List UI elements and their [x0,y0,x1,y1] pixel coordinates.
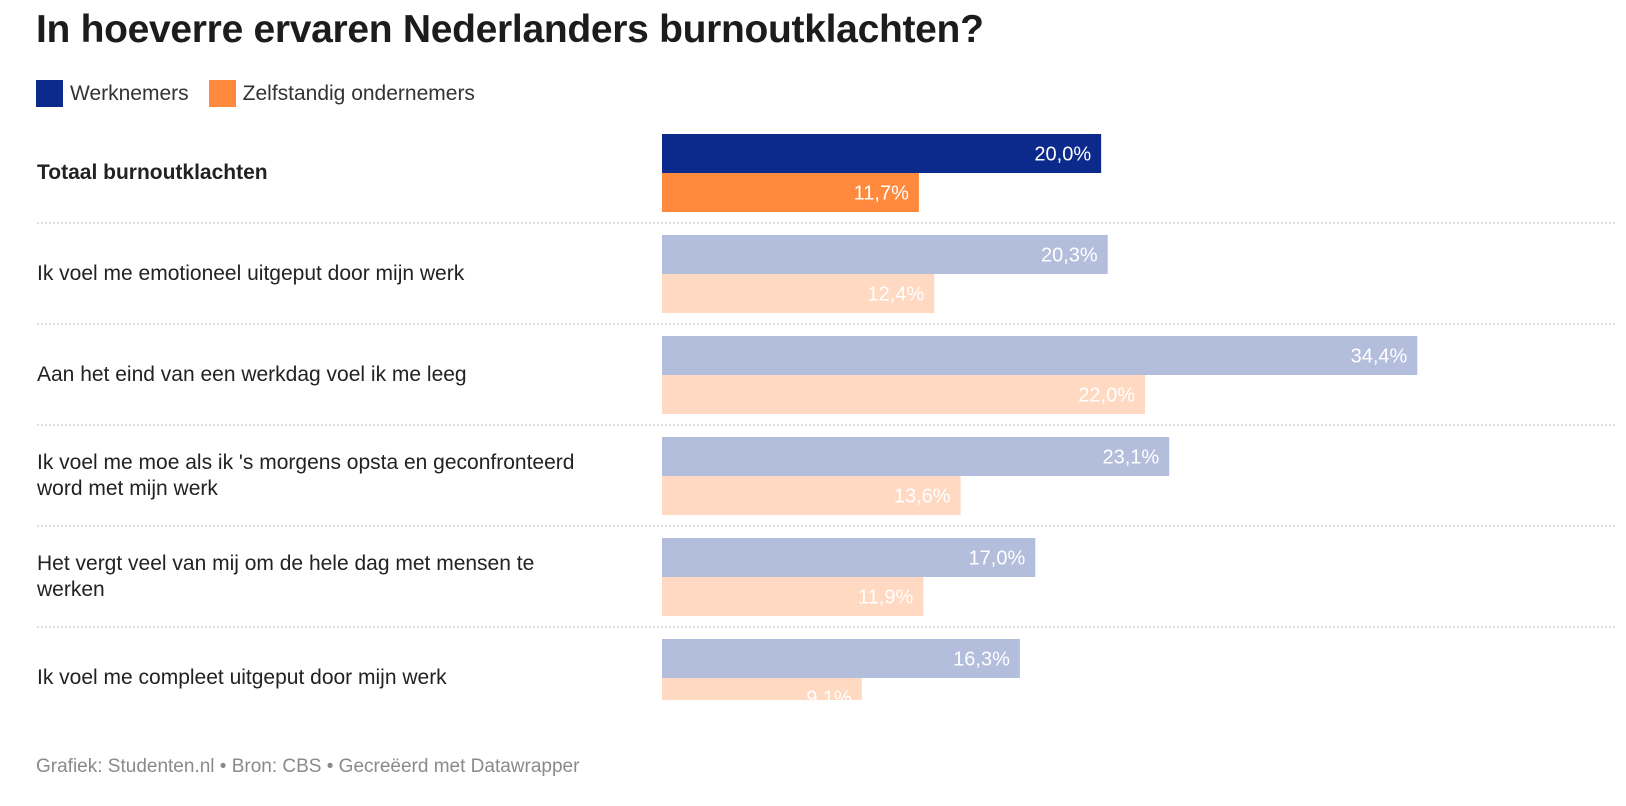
category-group: Ik voel me compleet uitgeput door mijn w… [37,639,1020,700]
bar-werknemers [662,134,1102,173]
category-group: Aan het eind van een werkdag voel ik me … [37,336,1616,426]
category-label: Het vergt veel van mij om de hele dag me… [36,552,534,601]
category-label-line: Ik voel me emotioneel uitgeput door mijn… [37,262,465,285]
category-group: Ik voel me emotioneel uitgeput door mijn… [37,235,1616,325]
value-label: 12,4% [868,284,925,306]
bar-zelfstandig [662,678,862,700]
bar-werknemers [662,437,1170,476]
bar-chart: Totaal burnoutklachten 20,0% 11,7% Ik voel … [36,134,1616,700]
value-label: 20,0% [1034,144,1091,166]
category-label: Ik voel me moe als ik 's morgens opsta e… [36,451,574,500]
category-group: Ik voel me moe als ik 's morgens opsta e… [36,437,1616,527]
bar-werknemers [662,336,1418,375]
category-label-line: Ik voel me moe als ik 's morgens opsta e… [37,451,574,474]
legend-swatch-werknemers [36,80,63,107]
source-footer: Grafiek: Studenten.nl • Bron: CBS • Gecr… [36,756,580,777]
legend: Werknemers Zelfstandig ondernemers [36,80,495,107]
category-group: Het vergt veel van mij om de hele dag me… [36,538,1616,628]
chart-title: In hoeverre ervaren Nederlanders burnout… [36,8,984,51]
category-label-line: Het vergt veel van mij om de hele dag me… [37,552,534,575]
legend-item-zelfstandig: Zelfstandig ondernemers [208,80,475,107]
category-label-line: werken [36,578,105,601]
category-label-line: Ik voel me compleet uitgeput door mijn w… [37,666,447,689]
value-label: 9,1% [806,688,852,701]
category-group: Totaal burnoutklachten 20,0% 11,7% [37,134,1616,224]
legend-item-werknemers: Werknemers [36,80,189,107]
bar-werknemers [662,639,1020,678]
bar-zelfstandig [662,577,924,616]
value-label: 17,0% [969,548,1026,570]
bar-zelfstandig [662,274,935,313]
legend-label-werknemers: Werknemers [70,81,189,105]
category-label: Totaal burnoutklachten [37,161,268,184]
category-label: Ik voel me compleet uitgeput door mijn w… [37,666,447,689]
legend-swatch-zelfstandig [208,80,236,107]
category-label-line: word met mijn werk [36,477,218,500]
category-label-line: Aan het eind van een werkdag voel ik me … [37,363,467,386]
value-label: 11,7% [854,183,909,205]
bar-werknemers [662,538,1036,577]
value-label: 11,9% [858,587,913,609]
legend-label-zelfstandig: Zelfstandig ondernemers [242,81,475,105]
category-label: Aan het eind van een werkdag voel ik me … [37,363,467,386]
bar-werknemers [662,235,1108,274]
value-label: 20,3% [1041,245,1098,267]
value-label: 22,0% [1078,385,1135,407]
value-label: 23,1% [1102,447,1159,469]
value-label: 13,6% [894,486,951,508]
bar-zelfstandig [662,476,961,515]
bar-zelfstandig [662,375,1146,414]
value-label: 34,4% [1351,346,1408,368]
category-label-line: Totaal burnoutklachten [37,161,268,184]
value-label: 16,3% [953,649,1010,671]
category-label: Ik voel me emotioneel uitgeput door mijn… [37,262,465,285]
bar-zelfstandig [662,173,919,212]
